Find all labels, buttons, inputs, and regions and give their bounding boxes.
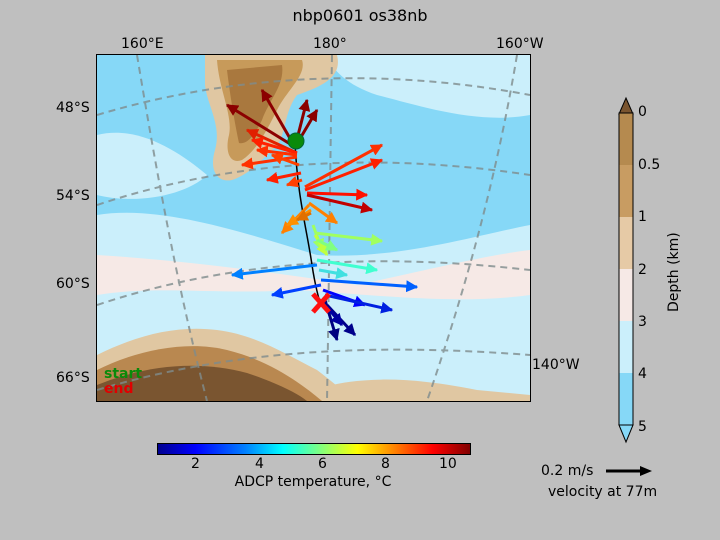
legend-start: start bbox=[104, 366, 143, 382]
depth-colorbar-label: Depth (km) bbox=[666, 232, 682, 312]
velocity-arrow bbox=[318, 267, 349, 280]
velocity-arrow bbox=[316, 238, 339, 252]
velocity-scale-text: 0.2 m/s bbox=[541, 463, 594, 479]
velocity-arrow bbox=[306, 188, 369, 201]
depth-tick: 1 bbox=[638, 209, 647, 225]
depth-tick: 0.5 bbox=[638, 157, 661, 173]
temp-tick: 6 bbox=[318, 456, 327, 472]
lat-label-54s: 54°S bbox=[56, 188, 90, 204]
velocity-arrow bbox=[225, 103, 296, 149]
lat-label-60s: 60°S bbox=[56, 276, 90, 292]
lon-label-180: 180° bbox=[313, 36, 347, 52]
temp-tick: 2 bbox=[191, 456, 200, 472]
temp-tick: 8 bbox=[381, 456, 390, 472]
velocity-arrow bbox=[265, 171, 302, 184]
lon-label-140w: 140°W bbox=[532, 357, 580, 373]
velocity-arrow bbox=[316, 258, 379, 275]
velocity-arrow bbox=[270, 153, 300, 167]
velocity-arrow bbox=[240, 155, 298, 170]
lon-label-160e: 160°E bbox=[121, 36, 164, 52]
velocity-arrow bbox=[270, 283, 322, 299]
velocity-arrow bbox=[320, 278, 419, 293]
velocity-arrow bbox=[285, 175, 303, 188]
velocity-arrow bbox=[306, 193, 374, 214]
map-panel bbox=[96, 54, 531, 402]
velocity-arrow bbox=[304, 158, 384, 192]
velocity-scale-arrow bbox=[606, 466, 652, 476]
depth-tick: 0 bbox=[638, 104, 647, 120]
velocity-scale-caption: velocity at 77m bbox=[548, 484, 658, 500]
start-marker bbox=[287, 132, 305, 150]
plot-title: nbp0601 os38nb bbox=[292, 6, 428, 25]
lon-label-160w: 160°W bbox=[496, 36, 544, 52]
temperature-colorbar-label: ADCP temperature, °C bbox=[234, 474, 392, 490]
velocity-arrow bbox=[250, 137, 298, 155]
velocity-arrow bbox=[230, 263, 318, 280]
velocity-arrow bbox=[313, 234, 329, 257]
depth-tick: 2 bbox=[638, 262, 647, 278]
legend-end: end bbox=[104, 381, 134, 397]
lat-label-48s: 48°S bbox=[56, 100, 90, 116]
depth-tick: 4 bbox=[638, 366, 647, 382]
velocity-arrow bbox=[308, 201, 338, 225]
velocity-arrow bbox=[324, 293, 394, 314]
temp-tick: 10 bbox=[439, 456, 457, 472]
depth-colorbar bbox=[618, 96, 634, 444]
depth-tick: 5 bbox=[638, 419, 647, 435]
velocity-arrow bbox=[295, 209, 312, 222]
depth-tick: 3 bbox=[638, 314, 647, 330]
temperature-colorbar bbox=[157, 443, 471, 455]
end-marker bbox=[311, 292, 331, 314]
lat-label-66s: 66°S bbox=[56, 370, 90, 386]
velocity-arrow bbox=[304, 143, 384, 189]
temp-tick: 4 bbox=[255, 456, 264, 472]
velocity-arrow bbox=[255, 145, 298, 158]
velocity-arrow bbox=[314, 231, 384, 246]
bathymetry-map bbox=[97, 55, 530, 401]
